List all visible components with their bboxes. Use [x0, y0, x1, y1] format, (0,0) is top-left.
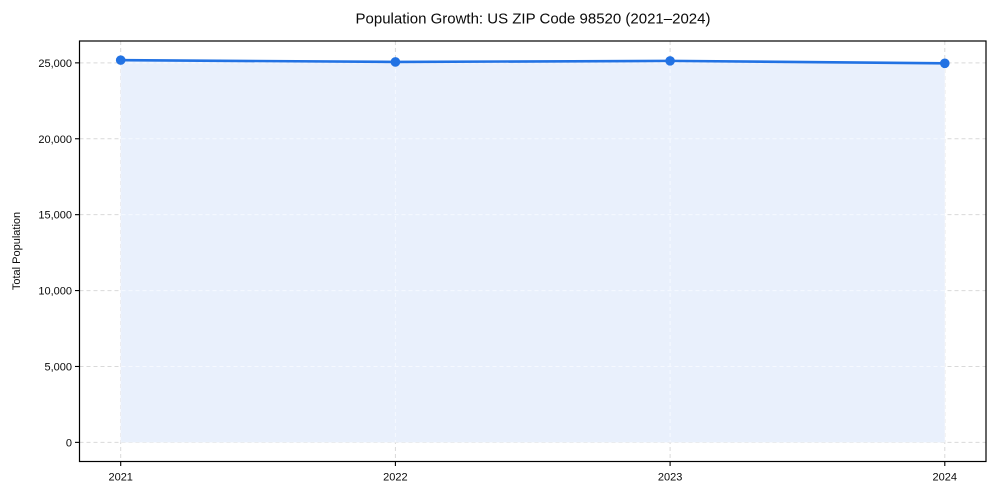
data-point-2021: [115, 55, 126, 65]
y-tick-labels: 0 5,000 10,000 15,000 20,000 25,000: [38, 58, 72, 450]
axes-box: [75, 40, 987, 466]
area-fill-shape: [120, 60, 945, 443]
area-fill: [120, 60, 945, 443]
plot-border: [78, 40, 987, 463]
y-tick-label-25,000: 25,000: [38, 58, 72, 70]
data-point-2024: [939, 58, 950, 69]
gridlines-over-fill: [120, 60, 945, 443]
y-tick-label-0: 0: [66, 437, 72, 449]
data-point-2022: [390, 57, 401, 67]
x-tick-labels: 2021 2022 2023 2024: [108, 472, 957, 484]
x-tick-label-2021: 2021: [108, 472, 132, 484]
y-axis-label: Total Population: [11, 212, 23, 290]
data-line: [119, 58, 947, 65]
x-tick-label-2024: 2024: [933, 472, 957, 484]
data-points: [115, 55, 950, 69]
y-tick-label-15,000: 15,000: [38, 210, 72, 222]
y-tick-label-5,000: 5,000: [44, 361, 72, 373]
x-tick-label-2023: 2023: [658, 472, 682, 484]
x-tick-label-2022: 2022: [383, 472, 407, 484]
population-line: [119, 58, 947, 65]
y-tick-label-10,000: 10,000: [38, 286, 72, 298]
data-point-2023: [665, 56, 675, 66]
chart-title: Population Growth: US ZIP Code 98520 (20…: [356, 11, 711, 28]
y-tick-label-20,000: 20,000: [38, 134, 72, 146]
